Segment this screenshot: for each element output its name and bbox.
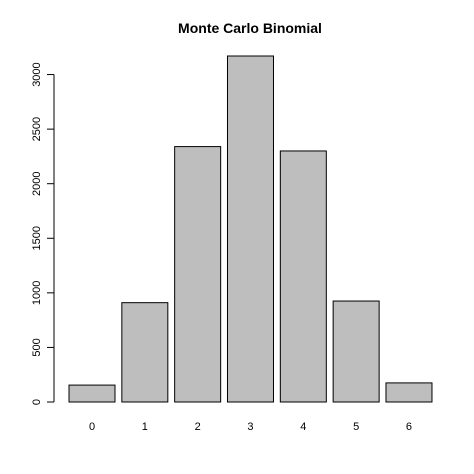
- y-tick-label: 1500: [31, 226, 43, 250]
- y-tick-label: 3000: [31, 62, 43, 86]
- bar-5: [332, 300, 380, 403]
- y-tick-label: 0: [31, 399, 43, 405]
- x-tick-label: 0: [89, 421, 95, 433]
- bar-6: [385, 382, 433, 403]
- y-tick-label: 2000: [31, 171, 43, 195]
- x-tick-label: 3: [247, 421, 253, 433]
- y-tick-label: 1000: [31, 281, 43, 305]
- x-tick-label: 1: [142, 421, 148, 433]
- bar-3: [226, 55, 274, 403]
- bar-2: [174, 146, 222, 403]
- x-tick-label: 6: [406, 421, 412, 433]
- y-tick-label: 2500: [31, 117, 43, 141]
- bar-0: [68, 384, 116, 403]
- x-tick-label: 4: [300, 421, 306, 433]
- x-tick-label: 5: [353, 421, 359, 433]
- bar-1: [121, 302, 169, 403]
- x-tick-label: 2: [195, 421, 201, 433]
- bar-4: [279, 150, 327, 403]
- y-tick-label: 500: [31, 338, 43, 356]
- y-axis: 0 500 1000 1500 2000 2500 3000: [31, 62, 55, 405]
- chart-title: Monte Carlo Binomial: [178, 20, 322, 36]
- x-axis-labels: 0 1 2 3 4 5 6: [89, 421, 412, 433]
- bars: [68, 55, 433, 403]
